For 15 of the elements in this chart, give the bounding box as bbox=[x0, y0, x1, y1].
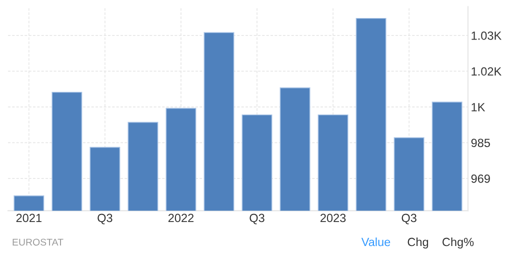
y-tick-label: 1.02K bbox=[472, 67, 502, 76]
x-tick-label: Q3 bbox=[402, 214, 416, 224]
text: Chg bbox=[408, 237, 428, 248]
y-tick-label: 1K bbox=[472, 103, 486, 112]
x-tick-label: Q3 bbox=[250, 214, 264, 224]
x-tick-label: 2022 bbox=[168, 214, 194, 222]
text: Chg% bbox=[442, 237, 474, 248]
x-tick-label: 2021 bbox=[16, 214, 42, 222]
y-tick-label: 1.03K bbox=[472, 31, 502, 40]
x-tick-label: Q3 bbox=[98, 214, 112, 224]
y-tick-label: 985 bbox=[471, 138, 490, 148]
text: EUROSTAT bbox=[12, 238, 64, 246]
x-tick-label: 2023 bbox=[320, 214, 346, 222]
text: Value bbox=[361, 237, 390, 246]
y-tick-label: 969 bbox=[471, 174, 490, 183]
